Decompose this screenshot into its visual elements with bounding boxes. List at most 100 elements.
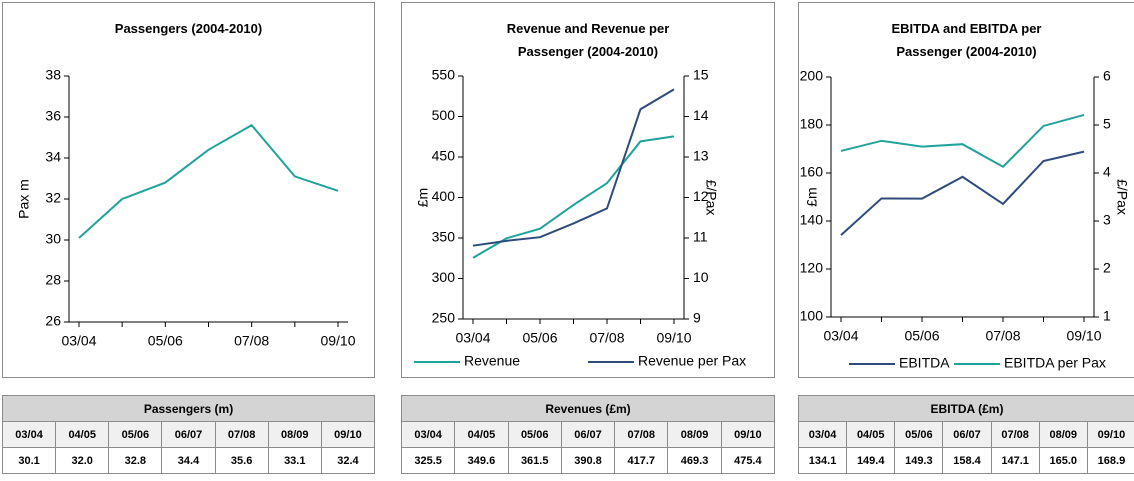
table-title-row: Revenues (£m) (401, 395, 775, 422)
y-tick-label: 26 (45, 313, 61, 329)
header-cell: 05/06 (108, 421, 163, 448)
header-cell: 06/07 (942, 421, 992, 448)
data-table: Passengers (m) 03/04 04/05 05/06 06/07 07/08 0… (1, 395, 376, 474)
x-tick-label: 03/04 (455, 330, 490, 346)
table-header-row: 03/04 04/05 05/06 06/07 07/08 08/09 09/10 (797, 421, 1134, 448)
y-tick-label: 120 (800, 260, 824, 276)
value-cell: 417.7 (614, 447, 669, 474)
header-cell: 04/05 (454, 421, 509, 448)
header-cell: 04/05 (846, 421, 896, 448)
y-tick-label: 38 (45, 67, 61, 83)
header-cell: 06/07 (560, 421, 616, 448)
y2-tick-label: 9 (693, 310, 701, 326)
y2-tick-label: 4 (1103, 164, 1111, 180)
header-cell: 09/10 (320, 421, 376, 448)
series-line (840, 150, 1085, 236)
value-cell: 325.5 (400, 447, 456, 474)
header-cell: 06/07 (161, 421, 216, 448)
value-cell: 349.6 (454, 447, 509, 474)
value-cell: 32.4 (320, 447, 376, 474)
y2-tick-label: 2 (1103, 260, 1111, 276)
data-table: EBITDA (£m) 03/04 04/05 05/06 06/07 07/08 08/0… (797, 395, 1134, 474)
y2-tick-label: 6 (1103, 68, 1111, 84)
series-line (472, 88, 675, 247)
table-title-row: EBITDA (£m) (798, 395, 1134, 422)
value-cell: 134.1 (797, 447, 848, 474)
x-tick-label: 05/06 (522, 330, 557, 346)
chart: 250 300 350 400 450 500 550 9 10 11 12 13 14 15 £m £/Pa… (414, 67, 746, 369)
table-title: Passengers (m) (2, 395, 375, 422)
header-cell: 03/04 (1, 421, 57, 448)
y-tick-label: 550 (432, 67, 456, 83)
y-tick-label: 500 (432, 107, 456, 123)
chart-panel: EBITDA and EBITDA per Passenger (2004-20… (798, 2, 1134, 378)
y2-axis-label: £/Pax (1114, 179, 1130, 215)
table-row: 134.1 149.4 149.3 158.4 147.1 165.0 168.9 (797, 447, 1134, 474)
x-tick-label: 09/10 (656, 330, 691, 346)
y2-tick-label: 13 (693, 148, 709, 164)
chart-panel: Revenue and Revenue per Passenger (2004-… (401, 2, 775, 378)
header-cell: 08/09 (1038, 421, 1088, 448)
legend-label: Revenue per Pax (638, 353, 746, 369)
y-tick-label: 28 (45, 272, 61, 288)
chart: 100 120 140 160 180 200 1 2 3 4 5 6 £m £/Pax 03/04 05/0… (800, 68, 1131, 371)
value-cell: 147.1 (990, 447, 1040, 474)
x-tick-label: 07/08 (985, 328, 1020, 344)
y-tick-label: 400 (432, 188, 456, 204)
value-cell: 149.3 (894, 447, 944, 474)
y2-tick-label: 15 (693, 67, 709, 83)
series-line (78, 123, 339, 239)
y-axis-label: £m (415, 188, 431, 207)
x-tick-label: 07/08 (234, 333, 269, 349)
x-tick-label: 09/10 (1066, 328, 1101, 344)
y2-tick-label: 12 (693, 188, 709, 204)
table-row: 30.1 32.0 32.8 34.4 35.6 33.1 32.4 (1, 447, 376, 474)
value-cell: 33.1 (267, 447, 322, 474)
x-tick-label: 03/04 (823, 328, 858, 344)
table-title: EBITDA (£m) (798, 395, 1134, 422)
y2-tick-label: 3 (1103, 212, 1111, 228)
y-tick-label: 300 (432, 269, 456, 285)
chart-title: Passengers (2004-2010) (114, 21, 263, 36)
legend-label: EBITDA per Pax (1004, 355, 1106, 371)
header-cell: 03/04 (400, 421, 456, 448)
x-tick-label: 05/06 (904, 328, 939, 344)
value-cell: 149.4 (846, 447, 896, 474)
x-tick-label: 03/04 (61, 333, 96, 349)
y2-axis-label: £/Pax (703, 180, 719, 216)
value-cell: 32.0 (55, 447, 110, 474)
value-cell: 168.9 (1086, 447, 1134, 474)
y2-tick-label: 1 (1103, 308, 1111, 324)
value-cell: 475.4 (720, 447, 776, 474)
table-title: Revenues (£m) (401, 395, 775, 422)
value-cell: 32.8 (108, 447, 163, 474)
y-tick-label: 34 (45, 149, 61, 165)
x-tick-label: 05/06 (148, 333, 183, 349)
y-tick-label: 100 (800, 308, 824, 324)
header-cell: 08/09 (267, 421, 322, 448)
y-tick-label: 200 (800, 68, 824, 84)
legend-label: Revenue (464, 353, 520, 369)
header-cell: 07/08 (990, 421, 1040, 448)
table-header-row: 03/04 04/05 05/06 06/07 07/08 08/09 09/10 (400, 421, 776, 448)
value-cell: 469.3 (667, 447, 722, 474)
header-cell: 08/09 (667, 421, 722, 448)
y-tick-label: 36 (45, 108, 61, 124)
x-tick-label: 07/08 (589, 330, 624, 346)
y-axis-label: Pax m (16, 179, 32, 219)
y2-tick-label: 14 (693, 107, 709, 123)
series-line (472, 135, 675, 259)
y2-tick-label: 5 (1103, 116, 1111, 132)
data-table: Revenues (£m) 03/04 04/05 05/06 06/07 07/08 08… (400, 395, 776, 474)
y-axis-label: £m (804, 187, 820, 206)
y-tick-label: 250 (432, 310, 456, 326)
header-cell: 07/08 (614, 421, 669, 448)
value-cell: 158.4 (942, 447, 992, 474)
table-title-row: Passengers (m) (2, 395, 375, 422)
value-cell: 361.5 (507, 447, 562, 474)
value-cell: 34.4 (161, 447, 216, 474)
header-cell: 09/10 (720, 421, 776, 448)
value-cell: 165.0 (1038, 447, 1088, 474)
chart-title: EBITDA and EBITDA per Passenger (2004-20… (891, 21, 1042, 59)
